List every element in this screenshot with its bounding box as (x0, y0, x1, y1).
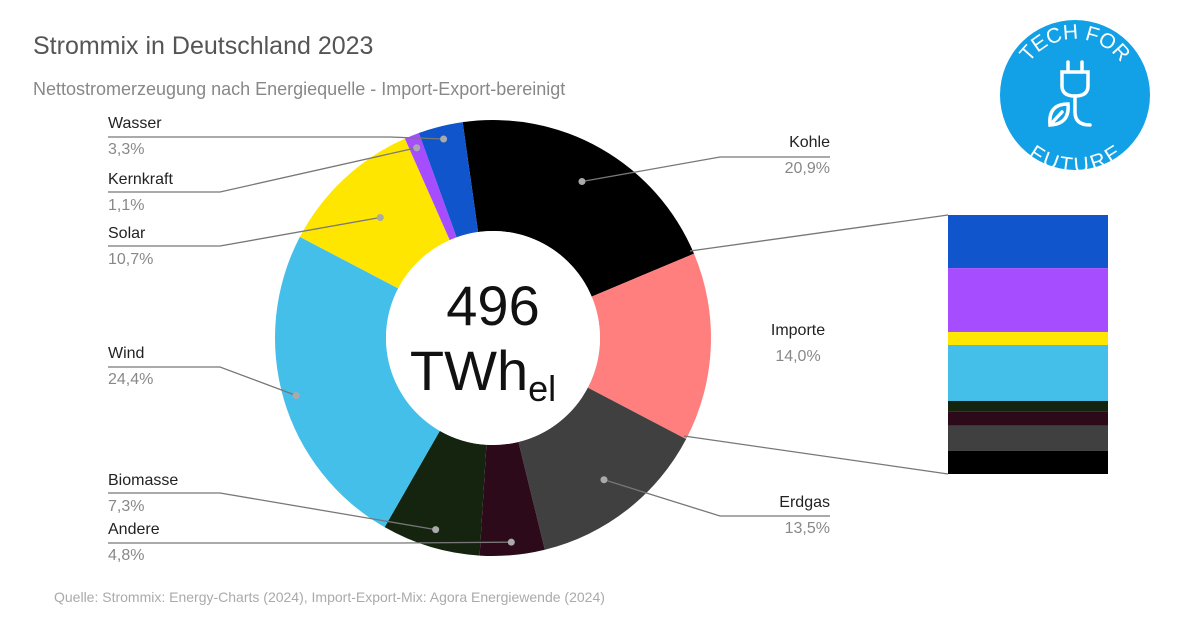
leader-line (108, 541, 512, 544)
import-segment (948, 215, 1108, 269)
segment-label: Kernkraft (108, 171, 173, 188)
leader-line (108, 492, 436, 531)
center-unit: TWhel (410, 339, 556, 409)
segment-label: Wind (108, 345, 144, 362)
leader-line (108, 147, 417, 193)
donut-segment (462, 120, 695, 297)
leader-dot (600, 476, 608, 484)
donut-segment (404, 132, 457, 241)
segment-value-label: 3,3% (108, 141, 144, 158)
leader-dot (292, 391, 300, 399)
segment-label: Erdgas (779, 494, 830, 511)
leader-line (108, 366, 297, 397)
segment-label: Wasser (108, 115, 162, 132)
donut-segment (275, 236, 440, 528)
donut-segment (299, 138, 450, 289)
donut-segment (418, 122, 479, 238)
center-value: 496 (446, 274, 539, 337)
donut-segment (384, 430, 487, 556)
leader-dot (578, 178, 586, 186)
leader-line (603, 479, 830, 517)
segment-value-label: 1,1% (108, 197, 144, 214)
leader-dot (376, 214, 384, 222)
donut-segment (518, 387, 687, 550)
import-segment (948, 411, 1108, 426)
leader-dot (413, 144, 421, 152)
segment-value-label: 10,7% (108, 251, 153, 268)
import-segment (948, 345, 1108, 401)
donut-hole (386, 231, 600, 445)
center-unit-sub: el (528, 368, 556, 409)
segment-value-label: 20,9% (785, 160, 830, 177)
donut-segment (587, 253, 711, 440)
segment-value-label: 24,4% (108, 371, 153, 388)
donut-segment (479, 441, 545, 556)
leader-dot (440, 135, 448, 143)
import-segment (948, 450, 1108, 474)
connector-line (689, 214, 949, 252)
source-note: Quelle: Strommix: Energy-Charts (2024), … (54, 589, 605, 605)
connector-line (683, 435, 949, 475)
segment-label: Solar (108, 225, 146, 242)
segment-label: Kohle (789, 134, 830, 151)
leader-line (108, 136, 444, 140)
import-segment (948, 332, 1108, 346)
chart-title: Strommix in Deutschland 2023 (33, 32, 373, 60)
segment-value-label: 4,8% (108, 547, 144, 564)
logo: TECH FOR FUTURE (1000, 20, 1150, 178)
segment-label: Importe (771, 322, 825, 339)
segment-label: Biomasse (108, 472, 178, 489)
import-segment (948, 400, 1108, 412)
logo-icon (1048, 60, 1092, 127)
leader-line (108, 216, 381, 247)
segment-value-label: 14,0% (775, 348, 820, 365)
import-segment (948, 268, 1108, 333)
segment-label: Andere (108, 521, 160, 538)
segment-value-label: 7,3% (108, 498, 144, 515)
import-segment (948, 425, 1108, 451)
leader-dot (432, 526, 440, 534)
leader-dot (507, 538, 515, 546)
chart-subtitle: Nettostromerzeugung nach Energiequelle -… (33, 79, 565, 99)
center-unit-text: TWh (410, 339, 528, 402)
leader-line (581, 156, 830, 183)
segment-value-label: 13,5% (785, 520, 830, 537)
